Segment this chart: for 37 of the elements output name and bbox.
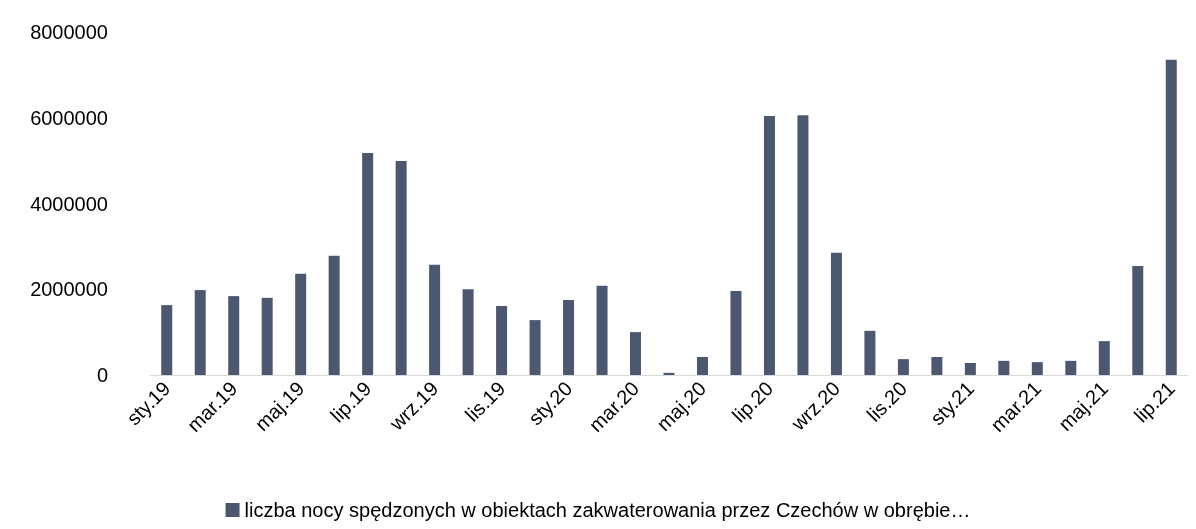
bar [998,360,1010,375]
bar [395,161,407,375]
bar [663,372,675,375]
bar [696,356,708,375]
bar [830,252,842,375]
bar [161,305,173,375]
bar [529,320,541,375]
y-tick-label: 6000000 [30,106,108,129]
y-tick-label: 8000000 [30,21,108,43]
bar [1165,59,1177,375]
bar [730,290,742,375]
legend-label: liczba nocy spędzonych w obiektach zakwaterowania przez Czechów w obrębie… [244,499,971,521]
bar [596,285,608,375]
bar [1065,360,1077,375]
y-tick-label: 2000000 [30,278,108,301]
bar [261,297,273,375]
bar [563,299,575,375]
bar [964,363,976,375]
bar [864,330,876,375]
y-tick-label: 4000000 [30,192,108,215]
bar [797,115,809,375]
bar [897,359,909,375]
bar [295,273,307,375]
bar [630,332,642,375]
bar [1132,266,1144,375]
bar [462,289,474,375]
bar [1031,362,1043,375]
bar [429,264,441,375]
bar [763,116,775,375]
bar [1098,341,1110,375]
bar [931,356,943,375]
bar [362,152,374,375]
bar [496,305,508,375]
y-tick-label: 0 [96,364,108,386]
bar [228,296,240,375]
bar [194,290,206,375]
bar [328,255,340,375]
